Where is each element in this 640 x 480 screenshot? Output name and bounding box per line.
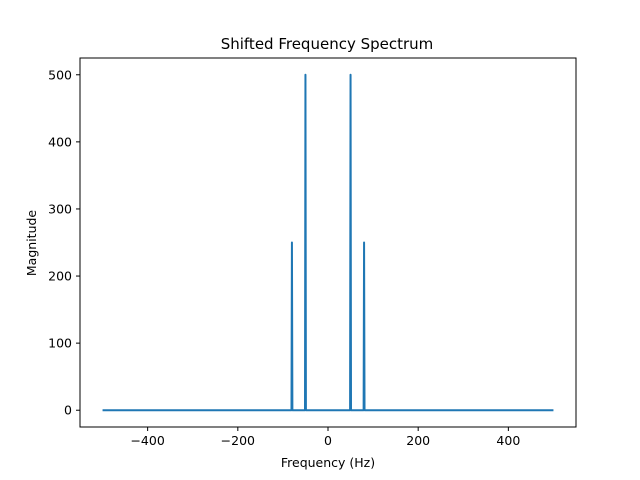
y-tick-label: 300 <box>48 201 72 216</box>
plot-series <box>102 73 554 412</box>
y-axis: 0 100 200 300 400 500 <box>48 67 80 418</box>
y-axis-label: Magnitude <box>24 210 39 277</box>
y-tick-label: 400 <box>48 134 72 149</box>
chart-title: Shifted Frequency Spectrum <box>221 35 434 53</box>
y-tick-label: 0 <box>64 403 72 418</box>
series-line-0 <box>102 73 554 412</box>
x-tick-label: −400 <box>130 433 164 448</box>
y-tick-label: 500 <box>48 67 72 82</box>
x-tick-label: 400 <box>496 433 520 448</box>
plot-frame <box>79 57 577 428</box>
x-axis: −400 −200 0 200 400 <box>130 427 520 448</box>
x-tick-label: −200 <box>221 433 255 448</box>
x-tick-label: 200 <box>406 433 430 448</box>
y-tick-label: 100 <box>48 336 72 351</box>
y-tick-label: 200 <box>48 269 72 284</box>
x-tick-label: 0 <box>324 433 332 448</box>
x-axis-label: Frequency (Hz) <box>281 455 375 470</box>
